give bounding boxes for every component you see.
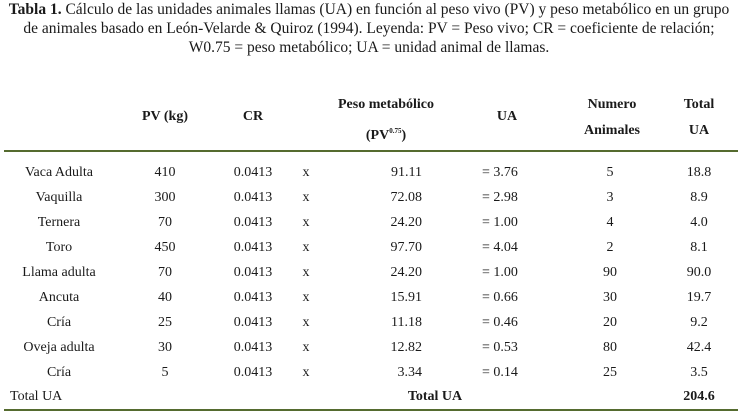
cell-peso-metabolico: 72.08 — [390, 190, 423, 205]
cell-ua: = 0.14 — [482, 365, 518, 380]
cell-peso-metabolico: 24.20 — [390, 265, 423, 280]
total-row: Total UA Total UA 204.6 — [0, 384, 738, 409]
cell-times: x — [302, 215, 310, 230]
cell-cr: 0.0413 — [233, 340, 273, 355]
cell-numero: 30 — [603, 290, 617, 305]
cell-times: x — [302, 165, 310, 180]
cell-pv: 30 — [158, 340, 172, 355]
cell-times: x — [302, 365, 310, 380]
cell-pv: 410 — [154, 165, 176, 180]
cell-total: 42.4 — [686, 340, 712, 355]
cell-times: x — [302, 340, 310, 355]
cell-peso-metabolico: 3.34 — [397, 365, 423, 380]
cell-pv: 5 — [161, 365, 169, 380]
cell-cr: 0.0413 — [233, 315, 273, 330]
cell-cr: 0.0413 — [233, 240, 273, 255]
cell-category: Ternera — [37, 215, 81, 230]
cell-ua: = 1.00 — [482, 215, 518, 230]
cell-peso-metabolico: 24.20 — [390, 215, 423, 230]
cell-total: 18.8 — [686, 165, 712, 180]
cell-category: Cría — [46, 365, 72, 380]
cell-numero: 90 — [603, 265, 617, 280]
cell-ua: = 1.00 — [482, 265, 518, 280]
table-row: Cría 25 0.0413 x 11.18 = 0.46 20 9.2 — [0, 310, 738, 335]
cell-category: Vaquilla — [35, 190, 83, 205]
table-row: Vaca Adulta 410 0.0413 x 91.11 = 3.76 5 … — [0, 160, 738, 185]
bottom-rule — [4, 409, 738, 411]
header-numero-animales: Numero Animales — [584, 97, 640, 138]
header-pm-line2: (PV0.75) — [365, 127, 407, 143]
cell-total: 8.1 — [690, 240, 708, 255]
total-row-label: Total UA — [10, 389, 63, 404]
cell-cr: 0.0413 — [233, 265, 273, 280]
cell-numero: 2 — [606, 240, 614, 255]
table-row: Toro 450 0.0413 x 97.70 = 4.04 2 8.1 — [0, 235, 738, 260]
header-cr: CR — [242, 109, 264, 124]
cell-pv: 450 — [154, 240, 176, 255]
caption-label: Tabla 1. — [8, 1, 62, 18]
cell-peso-metabolico: 12.82 — [390, 340, 423, 355]
cell-ua: = 0.66 — [482, 290, 518, 305]
cell-category: Vaca Adulta — [24, 165, 94, 180]
cell-total: 3.5 — [690, 365, 708, 380]
cell-times: x — [302, 315, 310, 330]
cell-ua: = 0.53 — [482, 340, 518, 355]
cell-cr: 0.0413 — [233, 165, 273, 180]
header-pv: PV (kg) — [141, 109, 189, 124]
cell-peso-metabolico: 91.11 — [391, 165, 422, 180]
total-row-value: 204.6 — [683, 389, 715, 404]
cell-peso-metabolico: 15.91 — [390, 290, 423, 305]
cell-ua: = 3.76 — [482, 165, 518, 180]
cell-total: 19.7 — [686, 290, 712, 305]
cell-times: x — [302, 290, 310, 305]
cell-cr: 0.0413 — [233, 290, 273, 305]
cell-pv: 70 — [158, 265, 172, 280]
cell-category: Cría — [46, 315, 72, 330]
cell-peso-metabolico: 97.70 — [390, 240, 423, 255]
table-row: Ancuta 40 0.0413 x 15.91 = 0.66 30 19.7 — [0, 285, 738, 310]
cell-category: Llama adulta — [22, 265, 96, 280]
header-pm-line1: Peso metabólico — [337, 97, 435, 112]
table-row: Cría 5 0.0413 x 3.34 = 0.14 25 3.5 — [0, 360, 738, 385]
cell-numero: 3 — [606, 190, 614, 205]
cell-ua: = 2.98 — [482, 190, 518, 205]
cell-total: 8.9 — [690, 190, 708, 205]
cell-numero: 80 — [603, 340, 617, 355]
table-row: Ternera 70 0.0413 x 24.20 = 1.00 4 4.0 — [0, 210, 738, 235]
cell-numero: 4 — [606, 215, 614, 230]
cell-times: x — [302, 190, 310, 205]
cell-total: 90.0 — [686, 265, 712, 280]
cell-pv: 300 — [154, 190, 176, 205]
cell-ua: = 4.04 — [482, 240, 518, 255]
cell-numero: 20 — [603, 315, 617, 330]
cell-category: Ancuta — [38, 290, 80, 305]
cell-cr: 0.0413 — [233, 365, 273, 380]
cell-category: Oveja adulta — [23, 340, 95, 355]
header-peso-metabolico: Peso metabólico (PV0.75) — [316, 92, 456, 149]
table-row: Vaquilla 300 0.0413 x 72.08 = 2.98 3 8.9 — [0, 185, 738, 210]
cell-pv: 25 — [158, 315, 172, 330]
caption-text: Cálculo de las unidades animales llamas … — [23, 1, 730, 56]
cell-times: x — [302, 240, 310, 255]
cell-numero: 5 — [606, 165, 614, 180]
cell-pv: 70 — [158, 215, 172, 230]
header-total-ua: Total UA — [683, 97, 715, 138]
cell-category: Toro — [45, 240, 73, 255]
header-rule — [4, 150, 738, 152]
cell-ua: = 0.46 — [482, 315, 518, 330]
cell-numero: 25 — [603, 365, 617, 380]
cell-total: 4.0 — [690, 215, 708, 230]
cell-total: 9.2 — [690, 315, 708, 330]
cell-times: x — [302, 265, 310, 280]
cell-pv: 40 — [158, 290, 172, 305]
cell-cr: 0.0413 — [233, 215, 273, 230]
table-row: Oveja adulta 30 0.0413 x 12.82 = 0.53 80… — [0, 335, 738, 360]
total-row-mid-label: Total UA — [407, 389, 463, 404]
header-ua: UA — [496, 109, 518, 124]
table-row: Llama adulta 70 0.0413 x 24.20 = 1.00 90… — [0, 260, 738, 285]
cell-peso-metabolico: 11.18 — [391, 315, 422, 330]
cell-cr: 0.0413 — [233, 190, 273, 205]
table-caption: Tabla 1. Cálculo de las unidades animale… — [4, 0, 734, 57]
